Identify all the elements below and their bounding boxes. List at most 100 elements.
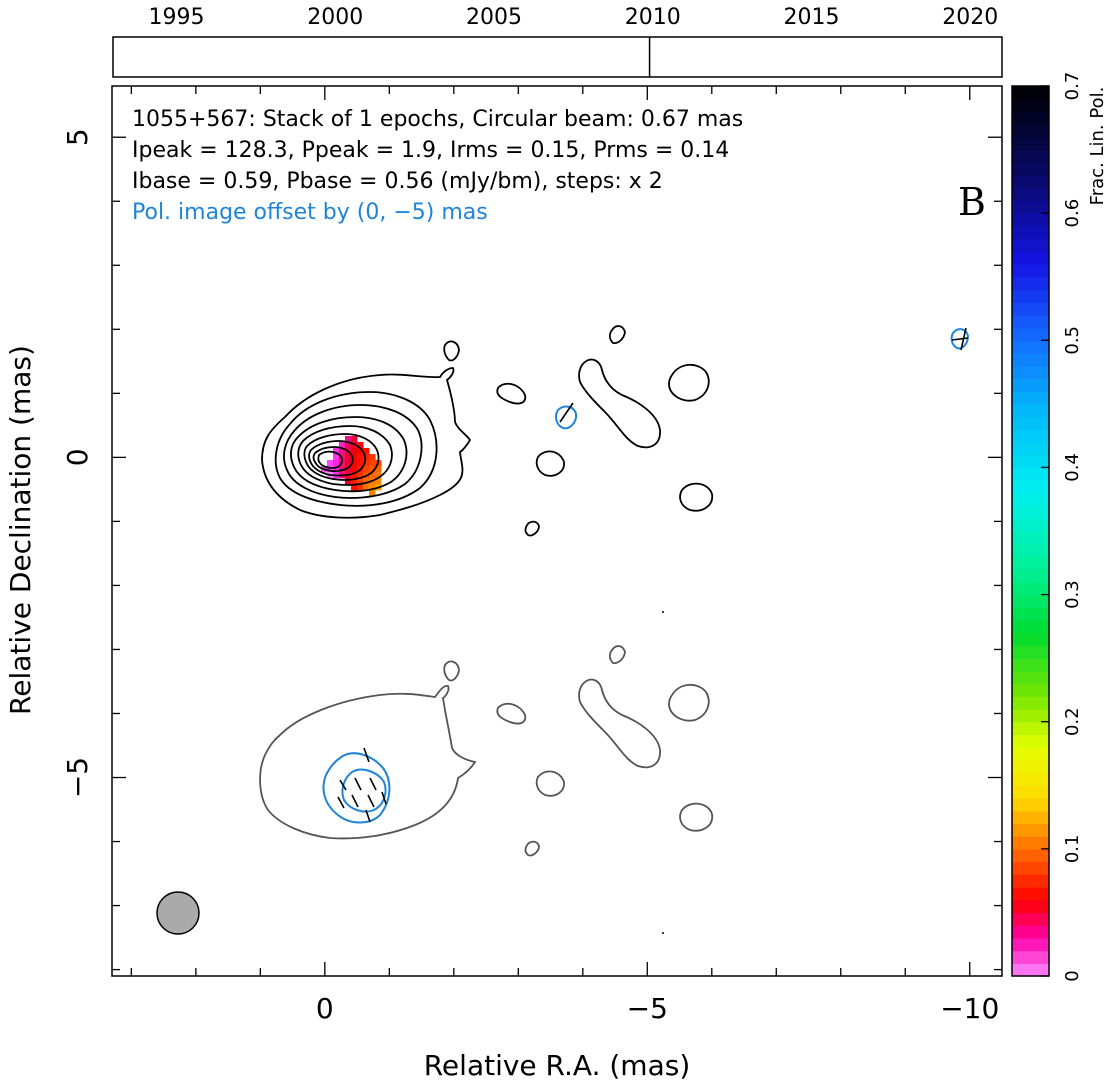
colorbar-stripe bbox=[1012, 912, 1049, 926]
fpol-pixel bbox=[357, 448, 364, 455]
evpa-sticks-lower bbox=[337, 747, 387, 823]
pol-blob-6 bbox=[535, 770, 565, 797]
info-line-1: 1055+567: Stack of 1 epochs, Circular be… bbox=[132, 107, 743, 132]
axis-ticks bbox=[112, 86, 1002, 976]
stokes-i-contour-6 bbox=[303, 433, 380, 481]
colorbar-stripe bbox=[1012, 709, 1049, 723]
stokes-i-contour-5 bbox=[297, 425, 393, 486]
stokes-i-blob-1 bbox=[443, 340, 460, 362]
fpol-pixel bbox=[357, 454, 364, 461]
blue-blob-2 bbox=[950, 328, 970, 350]
colorbar-stripe bbox=[1012, 454, 1049, 469]
pol-blue-inner-contour bbox=[341, 768, 387, 813]
colorbar-stripe bbox=[1012, 683, 1049, 697]
stokes-i-blob-5 bbox=[668, 363, 710, 402]
evpa-stick bbox=[381, 791, 387, 805]
fpol-pixel bbox=[357, 442, 364, 449]
fpol-pixel bbox=[375, 466, 382, 473]
evpa-stick bbox=[369, 777, 377, 791]
colorbar-stripe bbox=[1012, 887, 1049, 901]
colorbar-frame bbox=[1011, 85, 1050, 977]
info-line-3: Ibase = 0.59, Pbase = 0.56 (mJy/bm), ste… bbox=[132, 169, 663, 194]
blue-pol-features-upper bbox=[554, 327, 970, 430]
x-tick-label: 0 bbox=[316, 992, 334, 1025]
colorbar-stripe bbox=[1012, 149, 1049, 163]
pol-blob-8 bbox=[524, 840, 540, 857]
fpol-pixel bbox=[363, 448, 370, 455]
pol-blob-3 bbox=[608, 645, 626, 665]
colorbar-stripe bbox=[1012, 480, 1049, 494]
epoch-tick-labels: 1995 2000 2005 2010 2015 2020 bbox=[149, 5, 999, 30]
colorbar-stripe bbox=[1012, 581, 1049, 596]
stokes-i-blob-4 bbox=[578, 358, 661, 449]
colorbar-stripe bbox=[1012, 848, 1049, 863]
stokes-i-contour-8 bbox=[312, 446, 354, 472]
colorbar-stripe bbox=[1012, 531, 1049, 545]
colorbar-stripe bbox=[1012, 747, 1049, 761]
stokes-i-contour-1 bbox=[261, 367, 472, 519]
colorbar-stripe bbox=[1012, 594, 1049, 608]
evpa-stick bbox=[337, 796, 345, 809]
pol-contour-1 bbox=[259, 685, 477, 840]
colorbar-stripe bbox=[1012, 86, 1049, 100]
fpol-pixel bbox=[369, 466, 376, 473]
x-axis-title: Relative R.A. (mas) bbox=[424, 1049, 691, 1082]
colorbar-stripe bbox=[1012, 162, 1049, 176]
info-line-2: Ipeak = 128.3, Ppeak = 1.9, Irms = 0.15,… bbox=[132, 138, 729, 163]
colorbar-stripe bbox=[1012, 416, 1049, 430]
colorbar-stripe bbox=[1012, 340, 1049, 354]
fpol-pixel bbox=[357, 472, 364, 479]
stokes-i-contour-7 bbox=[308, 440, 367, 477]
epoch-tick-label: 1995 bbox=[149, 5, 205, 30]
fpol-pixel bbox=[345, 436, 352, 443]
colorbar-stripe bbox=[1012, 798, 1049, 812]
colorbar-stripe bbox=[1012, 620, 1049, 634]
fpol-pixel bbox=[333, 466, 340, 473]
fpol-pixel bbox=[363, 454, 370, 461]
colorbar-tick-label: 0.4 bbox=[1062, 453, 1083, 482]
colorbar-stripe bbox=[1012, 950, 1049, 964]
colorbar-stripe bbox=[1012, 607, 1049, 621]
colorbar-tick-label: 0.7 bbox=[1062, 72, 1083, 101]
colorbar-stripe bbox=[1012, 289, 1049, 303]
info-block: 1055+567: Stack of 1 epochs, Circular be… bbox=[132, 107, 743, 225]
colorbar-stripe bbox=[1012, 187, 1049, 202]
polarized-intensity-contours bbox=[259, 645, 714, 857]
colorbar-stripe bbox=[1012, 734, 1049, 748]
colorbar-stripe bbox=[1012, 327, 1049, 341]
colorbar-tick-label: 0.3 bbox=[1062, 580, 1083, 609]
epoch-tick-label: 2005 bbox=[466, 5, 522, 30]
fpol-pixel bbox=[339, 442, 346, 449]
fpol-pixel bbox=[369, 460, 376, 467]
colorbar-stripes bbox=[1012, 86, 1049, 977]
blue-blob-1 bbox=[554, 405, 578, 430]
colorbar-tick-label: 0.5 bbox=[1062, 326, 1083, 355]
fpol-pixel bbox=[327, 466, 334, 473]
fpol-pixel bbox=[363, 478, 370, 485]
fpol-pixel bbox=[351, 436, 358, 443]
fpol-pixel bbox=[375, 478, 382, 485]
fpol-pixel bbox=[351, 484, 358, 491]
stokes-i-blob-3 bbox=[608, 325, 626, 345]
colorbar-stripe bbox=[1012, 175, 1049, 189]
fpol-pixel bbox=[351, 478, 358, 485]
fpol-pixel bbox=[351, 454, 358, 461]
colorbar-tick-label: 0.6 bbox=[1062, 199, 1083, 228]
fpol-pixel bbox=[345, 454, 352, 461]
colorbar-stripe bbox=[1012, 442, 1049, 456]
colorbar-stripe bbox=[1012, 632, 1049, 647]
plot-frame bbox=[111, 85, 1003, 977]
x-tick-label: −5 bbox=[627, 992, 668, 1025]
colorbar-stripe bbox=[1012, 238, 1049, 252]
colorbar-stripe bbox=[1012, 302, 1049, 316]
fpol-pixel bbox=[351, 466, 358, 473]
fpol-pixel bbox=[363, 466, 370, 473]
epoch-tick-label: 2015 bbox=[784, 5, 840, 30]
evpa-stick bbox=[367, 794, 375, 808]
evpa-stick bbox=[339, 779, 347, 791]
fpol-pixel bbox=[345, 442, 352, 449]
colorbar-stripe bbox=[1012, 276, 1049, 291]
stokes-i-blob-6 bbox=[535, 450, 565, 477]
stokes-i-blob-7 bbox=[679, 482, 714, 512]
colorbar-stripe bbox=[1012, 963, 1049, 977]
